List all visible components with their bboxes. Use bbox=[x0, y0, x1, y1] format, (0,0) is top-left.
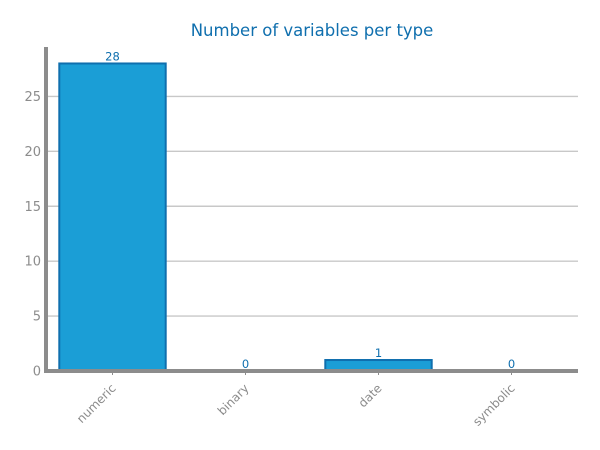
x-tick-label-binary: binary bbox=[215, 381, 252, 418]
bars bbox=[58, 62, 433, 372]
y-axis-ticks: 0 5 10 15 20 25 bbox=[24, 90, 41, 380]
y-tick-label: 10 bbox=[24, 255, 41, 270]
x-tick-label-symbolic: symbolic bbox=[470, 381, 518, 429]
chart-title: Number of variables per type bbox=[191, 21, 434, 40]
x-tick-label-numeric: numeric bbox=[74, 381, 119, 426]
bar-numeric bbox=[58, 62, 167, 372]
y-tick-label: 15 bbox=[24, 200, 41, 215]
x-tick-label-date: date bbox=[356, 381, 385, 410]
y-tick-label: 0 bbox=[33, 365, 41, 380]
x-axis-ticks: numeric binary date symbolic bbox=[74, 371, 518, 429]
data-label-binary: 0 bbox=[242, 357, 249, 371]
data-label-numeric: 28 bbox=[105, 49, 120, 63]
axes bbox=[44, 47, 578, 373]
y-tick-label: 5 bbox=[33, 310, 41, 325]
y-tick-label: 20 bbox=[24, 145, 41, 160]
y-tick-label: 25 bbox=[24, 90, 41, 105]
data-label-date: 1 bbox=[375, 346, 382, 360]
data-labels: 28 0 1 0 bbox=[105, 49, 515, 371]
data-label-symbolic: 0 bbox=[508, 357, 515, 371]
